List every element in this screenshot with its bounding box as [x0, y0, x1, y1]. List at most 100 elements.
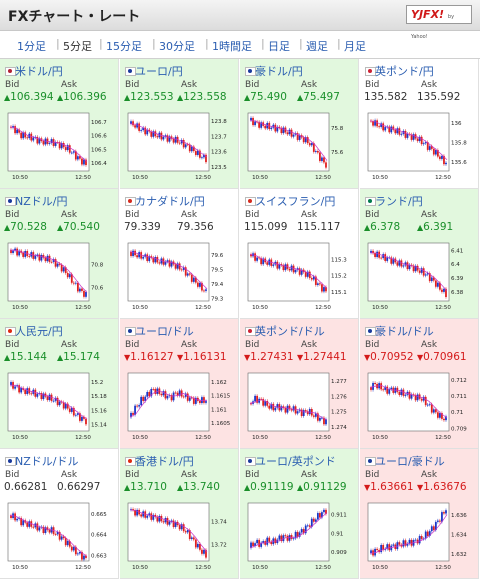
tab-7[interactable]: 月足	[344, 40, 366, 53]
candle-body	[140, 252, 143, 259]
tab-0[interactable]: 1分足	[17, 40, 46, 53]
bid-value: ▲15.144	[4, 351, 47, 363]
candle-body	[132, 509, 134, 510]
candle-body	[262, 399, 265, 406]
plot-frame	[367, 112, 450, 172]
candle-body	[426, 404, 429, 406]
candle-body	[54, 534, 57, 535]
mini-chart[interactable]: 13.74 13.72 10:50 12:50	[124, 499, 235, 575]
rate-cell[interactable]: NZドル/円 Bid Ask ▲70.528 ▲70.540 70.8 70.6 10:50 1…	[0, 189, 119, 319]
y-tick-label: 123.6	[211, 150, 227, 156]
bid-label: Bid	[365, 340, 380, 350]
rate-cell[interactable]: 豪ドル/ドル Bid Ask ▼0.70952 ▼0.70961 0.712 0.711 0.…	[360, 319, 479, 449]
tab-2[interactable]: 15分足	[106, 40, 142, 53]
mini-chart[interactable]: 6.41 6.4 6.39 6.38 10:50 12:50	[364, 239, 475, 315]
candle-body	[30, 393, 33, 395]
flag-mark	[8, 459, 12, 463]
pair-name-link[interactable]: ユーロ/円	[135, 65, 183, 78]
pair-name-link[interactable]: 豪ドル/円	[255, 65, 303, 78]
rate-cell[interactable]: NZドル/ドル Bid Ask 0.66281 0.66297 0.665 0.664 0.6…	[0, 449, 119, 579]
rate-cell[interactable]: スイスフラン/円 Bid Ask 115.099 115.117 115.3 115.2 11…	[240, 189, 359, 319]
page-title: FXチャート・レート	[8, 9, 141, 25]
rate-cell[interactable]: 英ポンド/円 Bid Ask 135.582 135.592 136 135.8 135.6 1…	[360, 59, 479, 189]
bid-value: ▲13.710	[124, 481, 167, 493]
rate-cell[interactable]: ランド/円 Bid Ask ▲6.378 ▲6.391 6.41 6.4 6.39 6.38 10…	[360, 189, 479, 319]
tab-6[interactable]: 週足	[306, 40, 328, 53]
candle-body	[292, 134, 295, 137]
pair-name-link[interactable]: NZドル/ドル	[15, 455, 79, 468]
candle-body	[280, 406, 283, 411]
rate-cell[interactable]: カナダドル/円 Bid Ask 79.339 79.356 79.6 79.5 79.4 79.…	[120, 189, 239, 319]
tab-5[interactable]: 日足	[268, 40, 290, 53]
tab-4[interactable]: 1時間足	[212, 40, 252, 53]
tab-1[interactable]: 5分足	[63, 40, 92, 53]
mini-chart[interactable]: 0.665 0.664 0.663 10:50 12:50	[4, 499, 115, 575]
mini-chart[interactable]: 106.7 106.6 106.5 106.4 10:50 12:50	[4, 109, 115, 185]
candle-body	[441, 413, 443, 419]
rate-cell[interactable]: ユーロ/豪ドル Bid Ask ▼1.63661 ▼1.63676 1.636 1.634 1…	[360, 449, 479, 579]
candle-body	[74, 414, 77, 416]
candle-body	[392, 544, 395, 546]
pair-name-link[interactable]: カナダドル/円	[135, 195, 205, 208]
candle-body	[186, 530, 189, 533]
pair-name-link[interactable]: 香港ドル/円	[135, 455, 194, 468]
rate-cell[interactable]: ユーロ/ドル Bid Ask ▼1.16127 ▼1.16131 1.162 1.1615 1…	[120, 319, 239, 449]
mini-chart[interactable]: 136 135.8 135.6 10:50 12:50	[364, 109, 475, 185]
mini-chart[interactable]: 0.712 0.711 0.71 0.709 10:50 12:50	[364, 369, 475, 445]
pair-name-link[interactable]: 英ポンド/円	[375, 65, 434, 78]
rate-cell[interactable]: 豪ドル/円 Bid Ask ▲75.490 ▲75.497 75.8 75.6 10:50 12…	[240, 59, 359, 189]
y-tick-label: 15.18	[91, 394, 107, 400]
mini-chart[interactable]: 75.8 75.6 10:50 12:50	[244, 109, 355, 185]
mini-chart[interactable]: 115.3 115.2 115.1 10:50 12:50	[244, 239, 355, 315]
rate-cell[interactable]: ユーロ/英ポンド Bid Ask ▲0.91119 ▲0.91129 0.911 0.91 0…	[240, 449, 359, 579]
mini-chart[interactable]: 1.162 1.1615 1.161 1.1605 10:50 12:50	[124, 369, 235, 445]
pair-name-link[interactable]: ランド/円	[375, 195, 423, 208]
pair-name-link[interactable]: 豪ドル/ドル	[375, 325, 434, 338]
yjfx-logo[interactable]: YJFX! by Yahoo!	[406, 5, 472, 40]
pair-name-link[interactable]: 米ドル/円	[15, 65, 63, 78]
pair-name-link[interactable]: NZドル/円	[15, 195, 68, 208]
pair-name-link[interactable]: ユーロ/ドル	[135, 325, 194, 338]
pair-name-link[interactable]: ユーロ/英ポンド	[255, 455, 336, 468]
candle-body	[282, 265, 285, 271]
pair-name-link[interactable]: ユーロ/豪ドル	[375, 455, 445, 468]
y-tick-label: 136	[451, 121, 462, 127]
rate-cell[interactable]: 米ドル/円 Bid Ask ▲106.394 ▲106.396 106.7 106.6 106…	[0, 59, 119, 189]
mini-chart[interactable]: 123.8 123.7 123.6 123.5 10:50 12:50	[124, 109, 235, 185]
mini-chart[interactable]: 79.6 79.5 79.4 79.3 10:50 12:50	[124, 239, 235, 315]
mini-chart[interactable]: 70.8 70.6 10:50 12:50	[4, 239, 115, 315]
candle-body	[152, 514, 155, 520]
candle-body	[184, 393, 187, 397]
candle-body	[188, 530, 191, 539]
candle-body	[319, 417, 321, 421]
rate-cell[interactable]: 人民元/円 Bid Ask ▲15.144 ▲15.174 15.2 15.18 15.16 1…	[0, 319, 119, 449]
mini-chart[interactable]: 0.911 0.91 0.909 10:50 12:50	[244, 499, 355, 575]
mini-chart[interactable]: 1.636 1.634 1.632 10:50 12:50	[364, 499, 475, 575]
candle-body	[44, 393, 47, 397]
candle-body	[70, 407, 73, 412]
pair-name-link[interactable]: 人民元/円	[15, 325, 63, 338]
candle-body	[445, 288, 447, 298]
candle-body	[443, 288, 445, 292]
candle-body	[172, 138, 175, 143]
candle-body	[308, 525, 311, 527]
pair-name-link[interactable]: スイスフラン/円	[255, 195, 336, 208]
candle-body	[144, 254, 147, 257]
candle-body	[418, 136, 421, 142]
pair-name-link[interactable]: 英ポンド/ドル	[255, 325, 325, 338]
candle-body	[380, 257, 383, 259]
rate-cell[interactable]: 英ポンド/ドル Bid Ask ▼1.27431 ▼1.27441 1.277 1.276 1…	[240, 319, 359, 449]
candle-body	[32, 137, 35, 141]
candle-body	[376, 548, 378, 550]
tab-3[interactable]: 30分足	[159, 40, 195, 53]
rate-cell[interactable]: 香港ドル/円 Bid Ask ▲13.710 ▲13.740 13.74 13.72 10:5…	[120, 449, 239, 579]
mini-chart[interactable]: 1.277 1.276 1.275 1.274 10:50 12:50	[244, 369, 355, 445]
flag-mark	[368, 69, 372, 73]
candle-body	[76, 282, 79, 292]
mini-chart[interactable]: 15.2 15.18 15.16 15.14 10:50 12:50	[4, 369, 115, 445]
candle-body	[416, 394, 419, 401]
candle-body	[26, 388, 29, 395]
au-flag-icon	[365, 327, 376, 336]
up-arrow-icon: ▲	[297, 483, 304, 492]
rate-cell[interactable]: ユーロ/円 Bid Ask ▲123.553 ▲123.558 123.8 123.7 123…	[120, 59, 239, 189]
